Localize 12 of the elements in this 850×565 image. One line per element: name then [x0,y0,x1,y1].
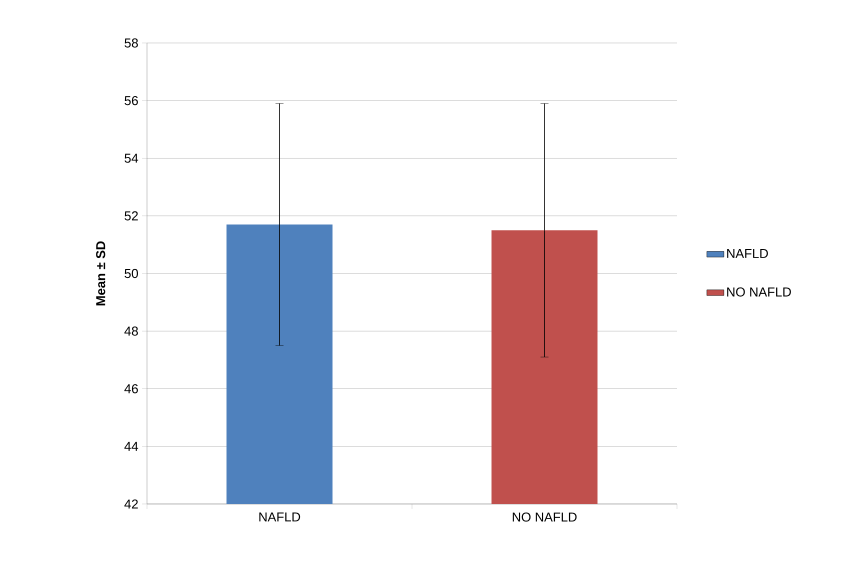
y-tick-label: 56 [124,96,138,106]
y-tick-label: 46 [124,384,138,394]
y-tick-label: 54 [124,154,138,163]
y-tick-label: 48 [124,326,138,336]
y-axis-title: Mean ± SD [96,241,106,306]
y-tick-label: 58 [124,38,138,48]
y-tick-label: 52 [124,211,138,220]
legend-label: NO NAFLD [727,287,791,297]
y-tick-label: 42 [124,499,138,509]
y-tick-label: 50 [124,268,138,278]
y-tick-label: 44 [124,442,138,451]
legend-label: NAFLD [727,249,768,258]
